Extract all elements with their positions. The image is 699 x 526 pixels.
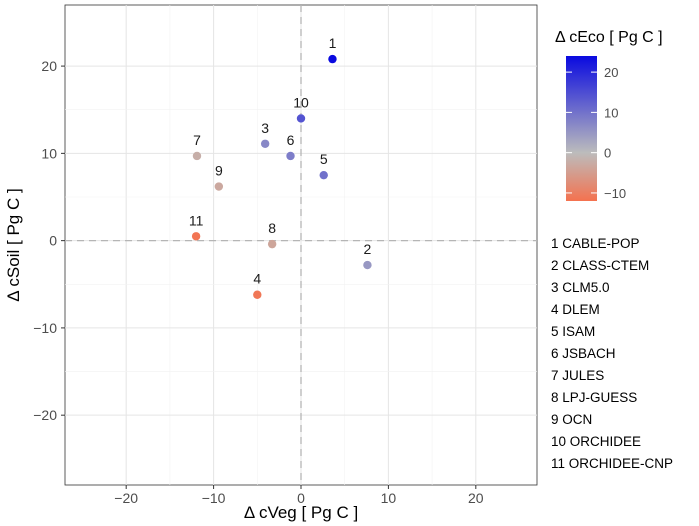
data-point	[296, 114, 306, 123]
y-tick-label: 20	[41, 58, 57, 74]
y-axis-ticks: −20 −10 0 10 20	[33, 58, 65, 423]
data-point	[214, 182, 224, 191]
model-legend-item: 2 CLASS-CTEM	[551, 258, 649, 273]
zero-reference-lines	[65, 5, 537, 485]
point-labels: 1 2 3 4 5 6 7 8 9 10 11	[189, 35, 372, 287]
color-legend-bar	[566, 56, 597, 201]
y-tick-label: 10	[41, 145, 57, 161]
y-tick-label: −20	[33, 407, 57, 423]
model-legend-item: 1 CABLE-POP	[551, 236, 640, 251]
data-point	[260, 139, 270, 148]
y-axis-title: Δ cSoil [ Pg C ]	[4, 188, 23, 301]
point-label: 10	[293, 94, 309, 110]
model-legend-list: 1 CABLE-POP 2 CLASS-CTEM 3 CLM5.0 4 DLEM 5 I…	[551, 236, 673, 471]
model-legend-item: 9 OCN	[551, 412, 592, 427]
point-label: 7	[193, 132, 201, 148]
point-label: 1	[329, 35, 337, 51]
legend-tick-label: 10	[604, 105, 618, 120]
y-tick-label: 0	[49, 233, 57, 249]
data-point	[286, 151, 295, 161]
data-points	[191, 54, 372, 299]
model-legend-item: 7 JULES	[551, 368, 604, 383]
x-tick-label: 10	[381, 490, 397, 506]
data-point	[363, 260, 372, 270]
x-tick-label: 0	[297, 490, 305, 506]
y-tick-label: −10	[33, 320, 57, 336]
point-label: 5	[320, 151, 328, 167]
legend-tick-label: −10	[604, 186, 626, 201]
data-point	[328, 54, 337, 64]
model-legend-item: 3 CLM5.0	[551, 280, 610, 295]
x-tick-label: 20	[468, 490, 484, 506]
point-label: 6	[287, 132, 295, 148]
point-label: 2	[364, 241, 372, 257]
point-label: 9	[215, 163, 223, 179]
x-axis-ticks: −20 −10 0 10 20	[114, 485, 484, 506]
x-tick-label: −20	[114, 490, 138, 506]
model-legend-item: 4 DLEM	[551, 302, 600, 317]
data-point	[319, 170, 328, 180]
model-legend-item: 6 JSBACH	[551, 346, 616, 361]
model-legend-item: 8 LPJ-GUESS	[551, 390, 637, 405]
model-legend-item: 10 ORCHIDEE	[551, 434, 641, 449]
point-label: 8	[268, 220, 276, 236]
data-point	[192, 151, 202, 161]
model-legend-item: 11 ORCHIDEE-CNP	[551, 456, 673, 471]
data-point	[253, 290, 262, 299]
data-point	[191, 232, 201, 241]
color-legend-ticks: 20 10 0 −10	[566, 65, 626, 201]
x-tick-label: −10	[202, 490, 226, 506]
legend-tick-label: 0	[604, 146, 611, 161]
point-label: 3	[261, 120, 269, 136]
data-point	[267, 239, 277, 249]
point-label: 4	[253, 271, 261, 287]
legend-tick-label: 20	[604, 65, 618, 80]
point-label: 11	[189, 212, 204, 228]
model-legend-item: 5 ISAM	[551, 324, 595, 339]
color-legend-title: Δ cEco [ Pg C ]	[555, 29, 663, 46]
x-axis-title: Δ cVeg [ Pg C ]	[244, 503, 358, 522]
